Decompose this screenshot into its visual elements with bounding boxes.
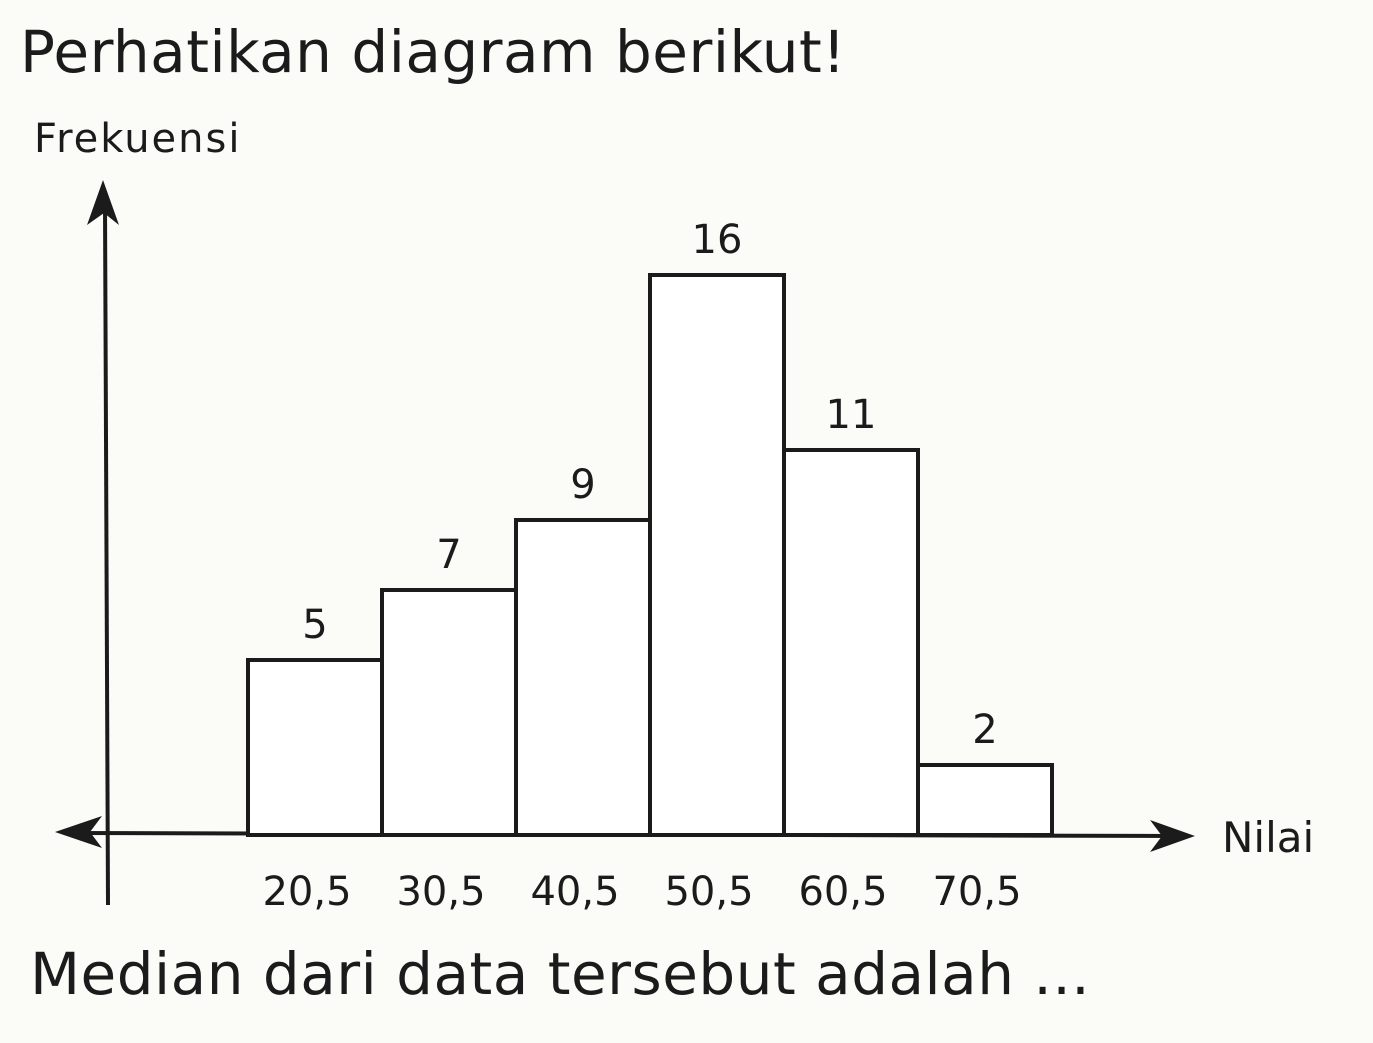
x-axis-left-arrow-icon	[55, 816, 102, 848]
bar-value-label-2: 7	[436, 532, 461, 578]
bar-value-label-5: 11	[826, 392, 877, 438]
bar-value-label-6: 2	[972, 707, 997, 753]
x-tick-label-2: 30,5	[396, 869, 485, 915]
bar-value-label-4: 16	[692, 217, 743, 263]
x-tick-label-6: 70,5	[932, 869, 1021, 915]
y-axis-line	[103, 204, 110, 906]
problem-intro: Perhatikan diagram berikut!	[20, 18, 847, 86]
value-labels-layer: 5 7 9 16 11 2	[302, 217, 997, 753]
x-tick-label-4: 50,5	[664, 869, 753, 915]
bar-1	[246, 658, 384, 837]
y-axis-arrow-icon	[87, 180, 119, 225]
x-axis-label: Nilai	[1222, 813, 1314, 862]
tick-labels-layer: 20,5 30,5 40,5 50,5 60,5 70,5	[262, 869, 1021, 915]
bar-value-label-3: 9	[570, 462, 595, 508]
x-tick-label-3: 40,5	[530, 869, 619, 915]
y-axis-label: Frekuensi	[34, 116, 241, 162]
bars-layer	[246, 273, 1054, 837]
question-text: Median dari data tersebut adalah ...	[30, 940, 1091, 1008]
bar-4	[648, 273, 786, 837]
x-tick-label-5: 60,5	[798, 869, 887, 915]
bar-6	[916, 763, 1054, 837]
x-axis-right-arrow-icon	[1150, 820, 1195, 852]
bar-2	[380, 588, 518, 837]
bar-value-label-1: 5	[302, 602, 327, 648]
bar-5	[782, 448, 920, 837]
x-tick-label-1: 20,5	[262, 869, 351, 915]
bar-3	[514, 518, 652, 837]
